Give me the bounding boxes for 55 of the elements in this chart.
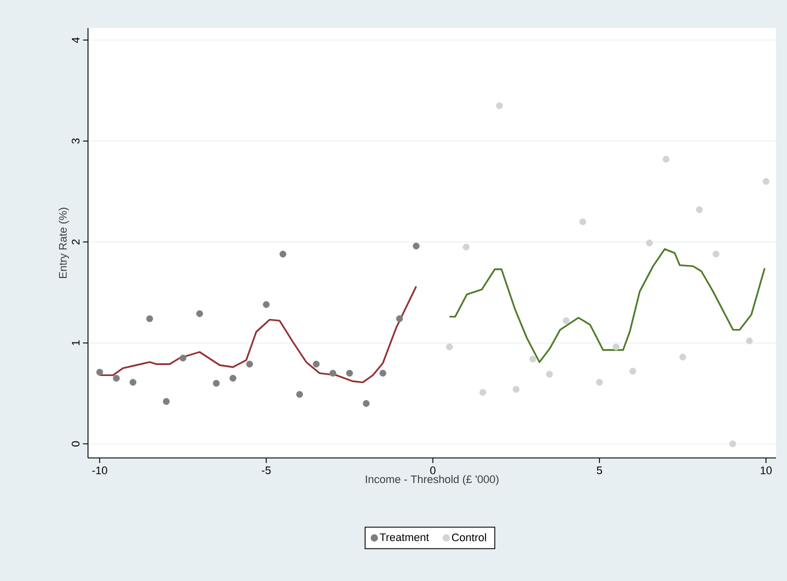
x-tick-label: -5	[262, 466, 271, 474]
y-tick-label: 1	[72, 340, 80, 346]
x-tick-label: 10	[760, 466, 772, 474]
legend-label: Treatment	[380, 533, 429, 542]
x-axis-title: Income - Threshold (£ '000)	[366, 475, 498, 486]
point	[462, 244, 470, 250]
point	[112, 374, 120, 382]
line-series	[448, 248, 766, 363]
point	[280, 250, 286, 258]
point	[396, 315, 403, 322]
point	[729, 440, 736, 448]
x-tick-label: -10	[92, 466, 108, 474]
point	[412, 242, 420, 250]
x-tick-label: 0	[430, 466, 436, 474]
y-tick-label: 2	[72, 239, 80, 244]
point	[512, 386, 520, 393]
point	[130, 378, 136, 386]
point	[646, 240, 653, 246]
point	[596, 378, 603, 386]
point	[96, 368, 104, 376]
point	[362, 400, 370, 407]
point	[446, 344, 453, 350]
point	[379, 370, 386, 377]
point	[329, 370, 336, 377]
point	[146, 315, 154, 322]
point	[212, 380, 220, 387]
point	[562, 317, 570, 324]
y-tick-label: 4	[72, 37, 80, 43]
point	[529, 356, 536, 362]
x-tick-label: 5	[596, 466, 602, 474]
point	[180, 354, 186, 362]
point	[546, 370, 553, 378]
point	[579, 218, 586, 226]
point	[746, 337, 753, 344]
y-tick-label: 3	[72, 138, 80, 144]
point	[696, 206, 703, 214]
point	[312, 360, 320, 368]
y-axis-title: Entry Rate (%)	[58, 208, 69, 278]
y-tick-label: 0	[72, 441, 80, 446]
point	[262, 301, 270, 308]
legend-label: Control	[452, 533, 486, 542]
point	[762, 178, 770, 185]
point	[162, 398, 170, 405]
point	[196, 310, 204, 318]
point	[679, 354, 686, 360]
point	[612, 344, 620, 350]
point	[629, 368, 636, 375]
point	[496, 102, 503, 110]
point	[230, 374, 236, 382]
point	[662, 156, 670, 163]
point	[346, 370, 353, 377]
point	[246, 360, 253, 368]
point	[479, 388, 486, 396]
point	[712, 250, 720, 258]
point	[296, 390, 303, 398]
